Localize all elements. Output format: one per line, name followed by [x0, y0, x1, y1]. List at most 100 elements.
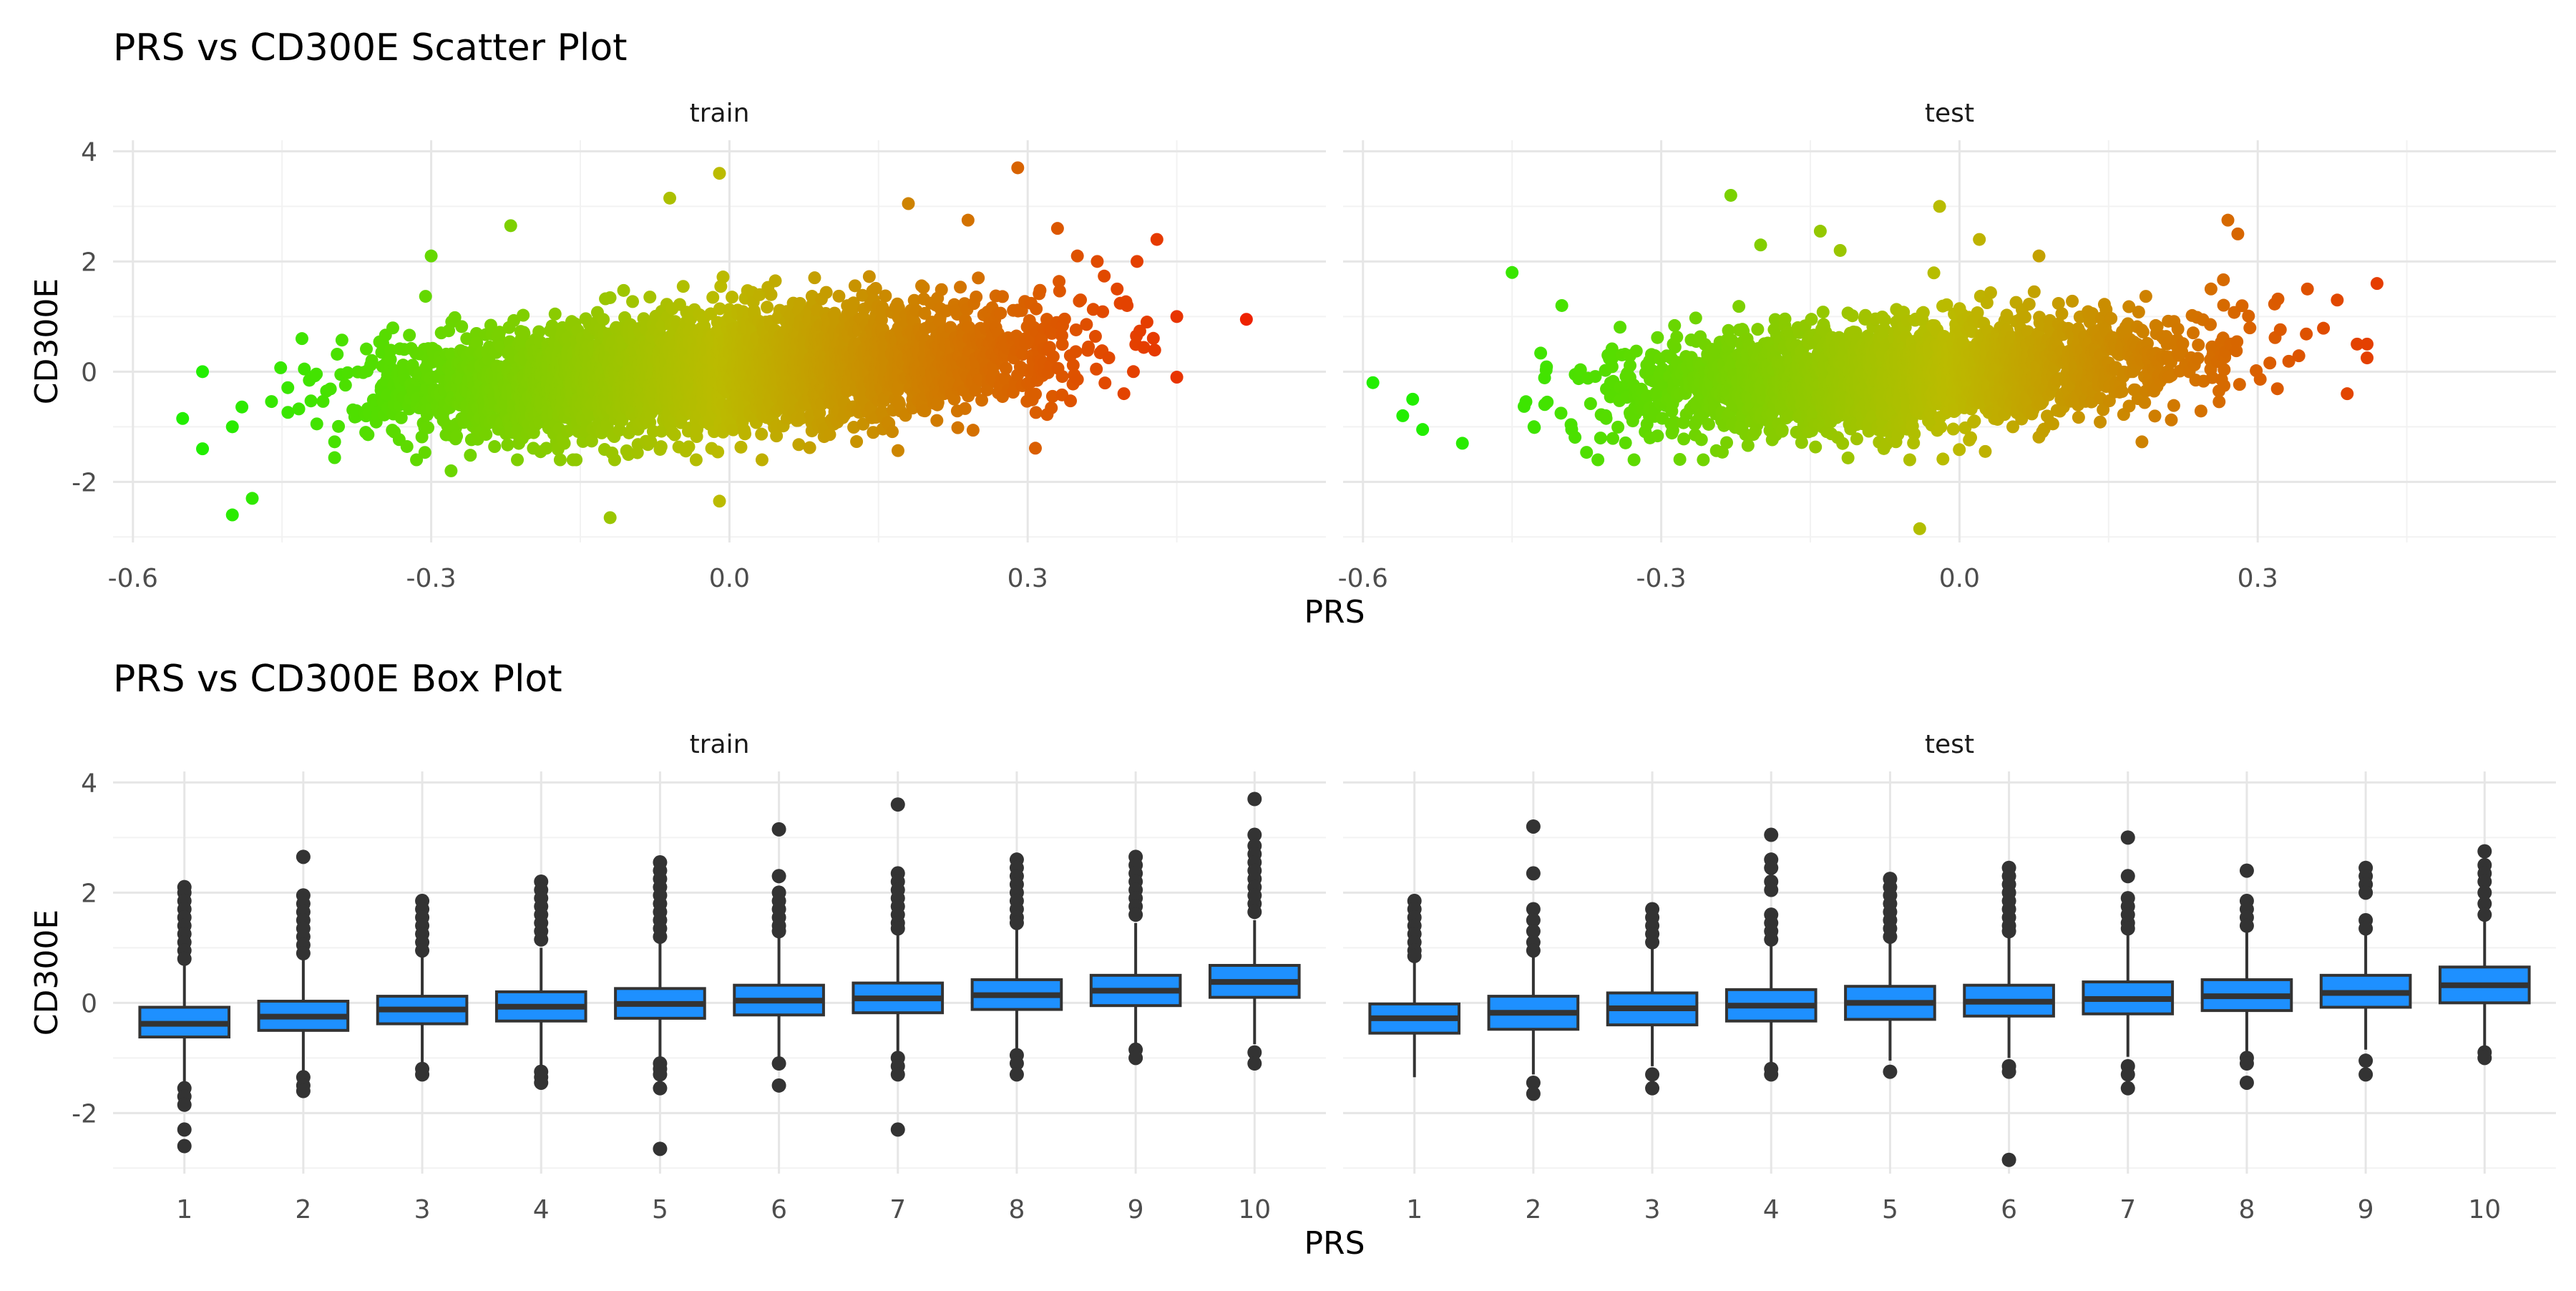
scatter-point	[226, 509, 239, 522]
scatter-point	[1047, 350, 1060, 363]
scatter-point	[1080, 318, 1093, 331]
scatter-point	[734, 441, 747, 454]
scatter-point	[608, 454, 621, 467]
scatter-point	[643, 291, 656, 303]
scatter-point	[1805, 313, 1818, 326]
scatter-point	[425, 250, 438, 263]
scatter-point	[386, 321, 399, 334]
scatter-point	[554, 454, 567, 467]
scatter-point	[1045, 401, 1058, 414]
scatter-point	[1056, 370, 1069, 383]
scatter-point	[677, 280, 690, 293]
scatter-point	[1011, 161, 1024, 174]
scatter-point	[281, 381, 294, 394]
scatter-point	[176, 412, 189, 425]
scatter-point	[769, 274, 782, 287]
scatter-point	[1064, 394, 1077, 407]
scatter-point	[444, 464, 457, 477]
scatter-point	[930, 414, 943, 427]
x-tick-label: 0.3	[1008, 564, 1048, 593]
scatter-point	[1594, 432, 1607, 444]
scatter-point	[1584, 397, 1597, 410]
scatter-point	[1732, 300, 1745, 313]
scatter-point	[1606, 432, 1619, 445]
x-tick-label: -0.3	[406, 564, 456, 593]
scatter-point	[604, 291, 617, 304]
scatter-point	[792, 438, 805, 451]
scatter-point	[604, 511, 617, 524]
scatter-point	[682, 440, 695, 453]
scatter-point	[711, 446, 724, 459]
scatter-plot-title: PRS vs CD300E Scatter Plot	[113, 26, 628, 69]
scatter-point	[1030, 406, 1043, 419]
scatter-point	[361, 428, 374, 441]
scatter-point	[1096, 306, 1109, 318]
scatter-point	[1098, 270, 1111, 283]
scatter-point	[1697, 454, 1709, 467]
scatter-point	[967, 424, 980, 437]
scatter-point	[1089, 330, 1102, 343]
scatter-point	[935, 283, 948, 296]
scatter-point	[1053, 285, 1066, 298]
scatter-point	[618, 284, 630, 297]
scatter-point	[311, 417, 323, 430]
scatter-point	[1677, 432, 1690, 445]
scatter-point	[1103, 351, 1116, 364]
scatter-point	[756, 454, 769, 467]
scatter-point	[959, 402, 972, 415]
scatter-point	[970, 291, 982, 303]
scatter-point	[626, 295, 639, 308]
scatter-point	[1030, 303, 1043, 316]
scatter-point	[196, 442, 209, 455]
scatter-point	[419, 446, 431, 459]
scatter-point	[1148, 344, 1161, 356]
scatter-point	[1630, 345, 1643, 358]
scatter-point	[1240, 313, 1253, 326]
scatter-point	[1098, 376, 1111, 389]
scatter-point	[808, 271, 821, 284]
scatter-point	[716, 271, 729, 283]
scatter-point	[886, 425, 899, 438]
scatter-point	[517, 309, 530, 322]
scatter-point	[296, 332, 308, 345]
scatter-point	[706, 291, 719, 304]
scatter-point	[501, 439, 514, 452]
scatter-point	[1118, 387, 1131, 400]
scatter-point	[1702, 418, 1715, 431]
scatter-point	[1809, 441, 1822, 454]
scatter-point	[1651, 331, 1664, 344]
scatter-point	[1689, 311, 1702, 324]
scatter-point	[892, 444, 904, 457]
scatter-point	[235, 401, 248, 414]
scatter-point	[511, 454, 524, 467]
scatter-point	[1541, 396, 1553, 409]
x-tick-label: -0.6	[108, 564, 158, 593]
scatter-point	[1091, 255, 1103, 268]
scatter-point	[1751, 323, 1764, 336]
scatter-point	[663, 192, 676, 205]
scatter-point	[962, 214, 975, 227]
scatter-point	[293, 402, 306, 415]
scatter-point	[917, 281, 930, 294]
scatter-point	[954, 281, 967, 293]
scatter-point	[403, 328, 416, 341]
scatter-point	[1776, 424, 1789, 437]
scatter-point	[419, 290, 432, 303]
scatter-point	[994, 307, 1007, 320]
scatter-point	[488, 440, 501, 453]
scatter-point	[1651, 429, 1664, 442]
scatter-point	[1033, 284, 1046, 297]
scatter-point	[328, 435, 341, 448]
scatter-point	[517, 327, 530, 340]
scatter-point	[1674, 453, 1687, 466]
scatter-point	[336, 333, 348, 346]
scatter-point	[1520, 395, 1533, 408]
scatter-point	[879, 289, 892, 302]
scatter-point	[196, 365, 209, 378]
facet-strip-train: train	[690, 99, 750, 128]
scatter-point	[455, 320, 468, 333]
scatter-point	[1611, 421, 1624, 434]
scatter-point	[504, 219, 517, 232]
scatter-point	[1131, 255, 1143, 268]
